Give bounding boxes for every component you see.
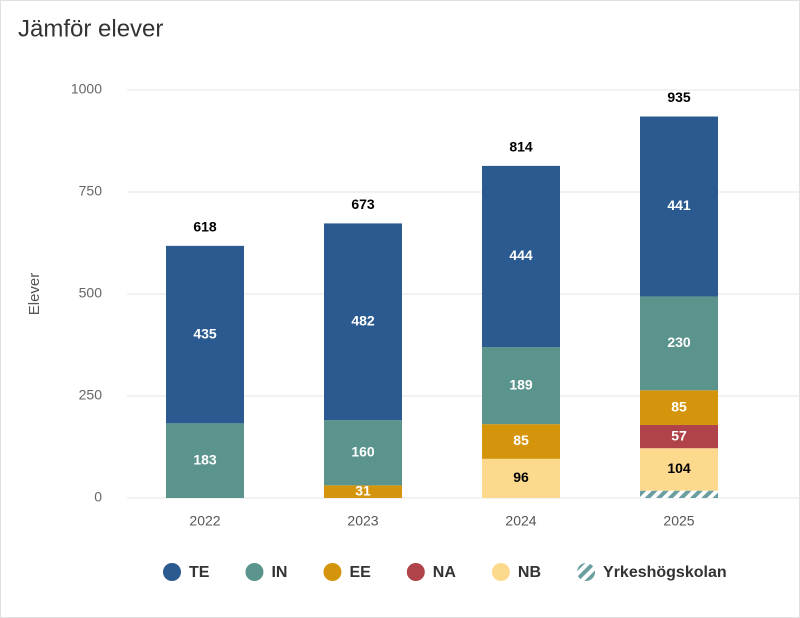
bar-segment: [640, 490, 718, 498]
y-tick-label: 0: [94, 489, 102, 505]
legend-swatch: [245, 563, 264, 581]
legend-swatch: [406, 563, 425, 581]
bar-segment: [324, 420, 402, 486]
legend-label: NB: [518, 564, 541, 581]
legend-swatch: [323, 563, 342, 581]
legend-label: Yrkeshögskolan: [603, 564, 727, 581]
data-label: 189: [509, 376, 533, 392]
data-label: 435: [193, 325, 217, 341]
data-label: 183: [193, 451, 217, 467]
bar-segment: [166, 245, 244, 424]
legend-item: EE: [323, 563, 371, 581]
data-label: 230: [667, 334, 691, 350]
legend-item: TE: [163, 563, 210, 581]
x-tick-label: 2024: [505, 513, 536, 529]
y-tick-label: 1000: [71, 81, 102, 97]
x-tick-label: 2023: [347, 513, 378, 529]
total-label: 814: [509, 139, 533, 155]
legend-item: IN: [245, 563, 287, 581]
bar-segment: [482, 458, 560, 498]
bar-segment: [640, 390, 718, 425]
data-label: 441: [667, 197, 691, 213]
legend-label: EE: [349, 564, 371, 581]
total-label: 618: [193, 219, 217, 235]
bar-segment: [640, 296, 718, 391]
data-label: 31: [355, 482, 371, 498]
bar-segment: [482, 347, 560, 425]
legend-label: NA: [433, 564, 457, 581]
data-label: 160: [351, 443, 375, 459]
bar-segment: [640, 424, 718, 449]
legend-label: IN: [271, 564, 287, 581]
legend-item: Yrkeshögskolan: [577, 563, 727, 581]
legend-item: NB: [491, 563, 541, 581]
data-label: 85: [671, 398, 687, 414]
data-label: 85: [513, 432, 529, 448]
data-label: 104: [667, 460, 691, 476]
y-tick-label: 250: [79, 387, 103, 403]
legend-swatch: [491, 563, 510, 581]
legend-item: NA: [406, 563, 457, 581]
y-tick-label: 500: [79, 285, 103, 301]
data-label: 57: [671, 427, 687, 443]
chart-title: Jämför elever: [18, 15, 163, 42]
bar-segment: [482, 424, 560, 459]
bar-segment: [166, 423, 244, 498]
bar-segment: [324, 223, 402, 421]
bar-segment: [640, 448, 718, 491]
legend-swatch: [577, 563, 596, 581]
x-tick-label: 2025: [663, 513, 694, 529]
total-label: 935: [667, 89, 691, 105]
legend-swatch: [163, 563, 181, 581]
bar-segment: [640, 116, 718, 297]
y-axis-label: Elever: [26, 273, 43, 316]
data-label: 444: [509, 247, 533, 263]
data-label: 96: [513, 469, 529, 485]
bar-segment: [482, 165, 560, 348]
y-tick-label: 750: [79, 183, 103, 199]
legend-label: TE: [189, 564, 210, 581]
bar-segment: [324, 485, 402, 498]
x-tick-label: 2022: [189, 513, 220, 529]
data-label: 482: [351, 312, 375, 328]
total-label: 673: [351, 196, 375, 212]
